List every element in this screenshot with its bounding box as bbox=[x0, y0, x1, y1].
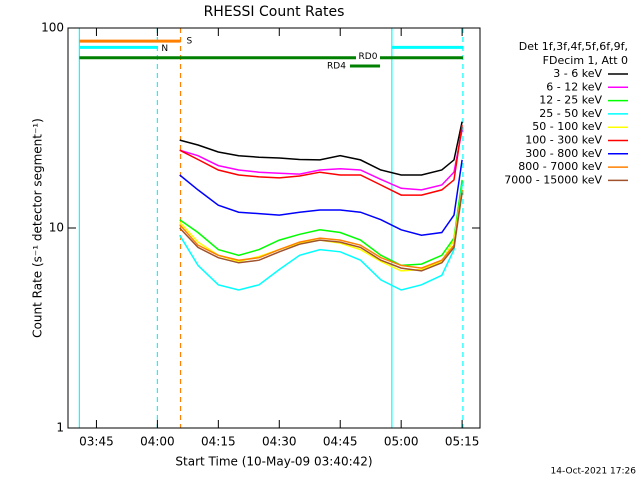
x-tick-label: 04:15 bbox=[201, 435, 236, 449]
bar-label: RD0 bbox=[359, 52, 378, 62]
legend-label: 300 - 800 keV bbox=[525, 147, 602, 160]
series-line bbox=[179, 121, 463, 176]
y-tick-label: 100 bbox=[41, 21, 64, 35]
y-tick-label: 1 bbox=[56, 421, 64, 435]
legend-label: 7000 - 15000 keV bbox=[504, 173, 602, 186]
footer: 14-Oct-2021 17:26 bbox=[551, 467, 637, 477]
series-line bbox=[179, 189, 463, 269]
bar-label: N bbox=[161, 44, 168, 54]
series-line bbox=[179, 129, 463, 191]
series-line bbox=[179, 184, 463, 291]
legend-label: 12 - 25 keV bbox=[539, 94, 602, 107]
legend-label: 3 - 6 keV bbox=[553, 67, 602, 80]
chart-title: RHESSI Count Rates bbox=[204, 4, 345, 20]
legend-label: 800 - 7000 keV bbox=[518, 160, 602, 173]
label-bg bbox=[356, 52, 380, 62]
bar-label: RD4 bbox=[327, 61, 346, 71]
x-tick-label: 04:45 bbox=[323, 435, 358, 449]
x-tick-label: 03:45 bbox=[79, 435, 114, 449]
x-axis-label: Start Time (10-May-09 03:40:42) bbox=[175, 455, 372, 469]
series-line bbox=[179, 192, 463, 272]
x-tick-label: 04:00 bbox=[140, 435, 175, 449]
series-line bbox=[179, 179, 463, 267]
y-tick-label: 10 bbox=[49, 221, 64, 235]
y-axis-label: Count Rate (s⁻¹ detector segment⁻¹) bbox=[31, 118, 45, 338]
legend-label: 50 - 100 keV bbox=[532, 120, 602, 133]
x-tick-label: 05:15 bbox=[445, 435, 480, 449]
x-tick-label: 04:30 bbox=[262, 435, 297, 449]
legend-label: 25 - 50 keV bbox=[539, 107, 602, 120]
series-line bbox=[179, 159, 463, 236]
legend-label: 6 - 12 keV bbox=[546, 80, 602, 93]
series-line bbox=[179, 124, 463, 196]
x-tick-label: 05:00 bbox=[384, 435, 419, 449]
legend-label: 100 - 300 keV bbox=[525, 134, 602, 147]
bar-label: S bbox=[187, 37, 193, 47]
legend-header: Det 1f,3f,4f,5f,6f,9f, bbox=[519, 40, 628, 53]
legend-header: FDecim 1, Att 0 bbox=[543, 54, 628, 67]
